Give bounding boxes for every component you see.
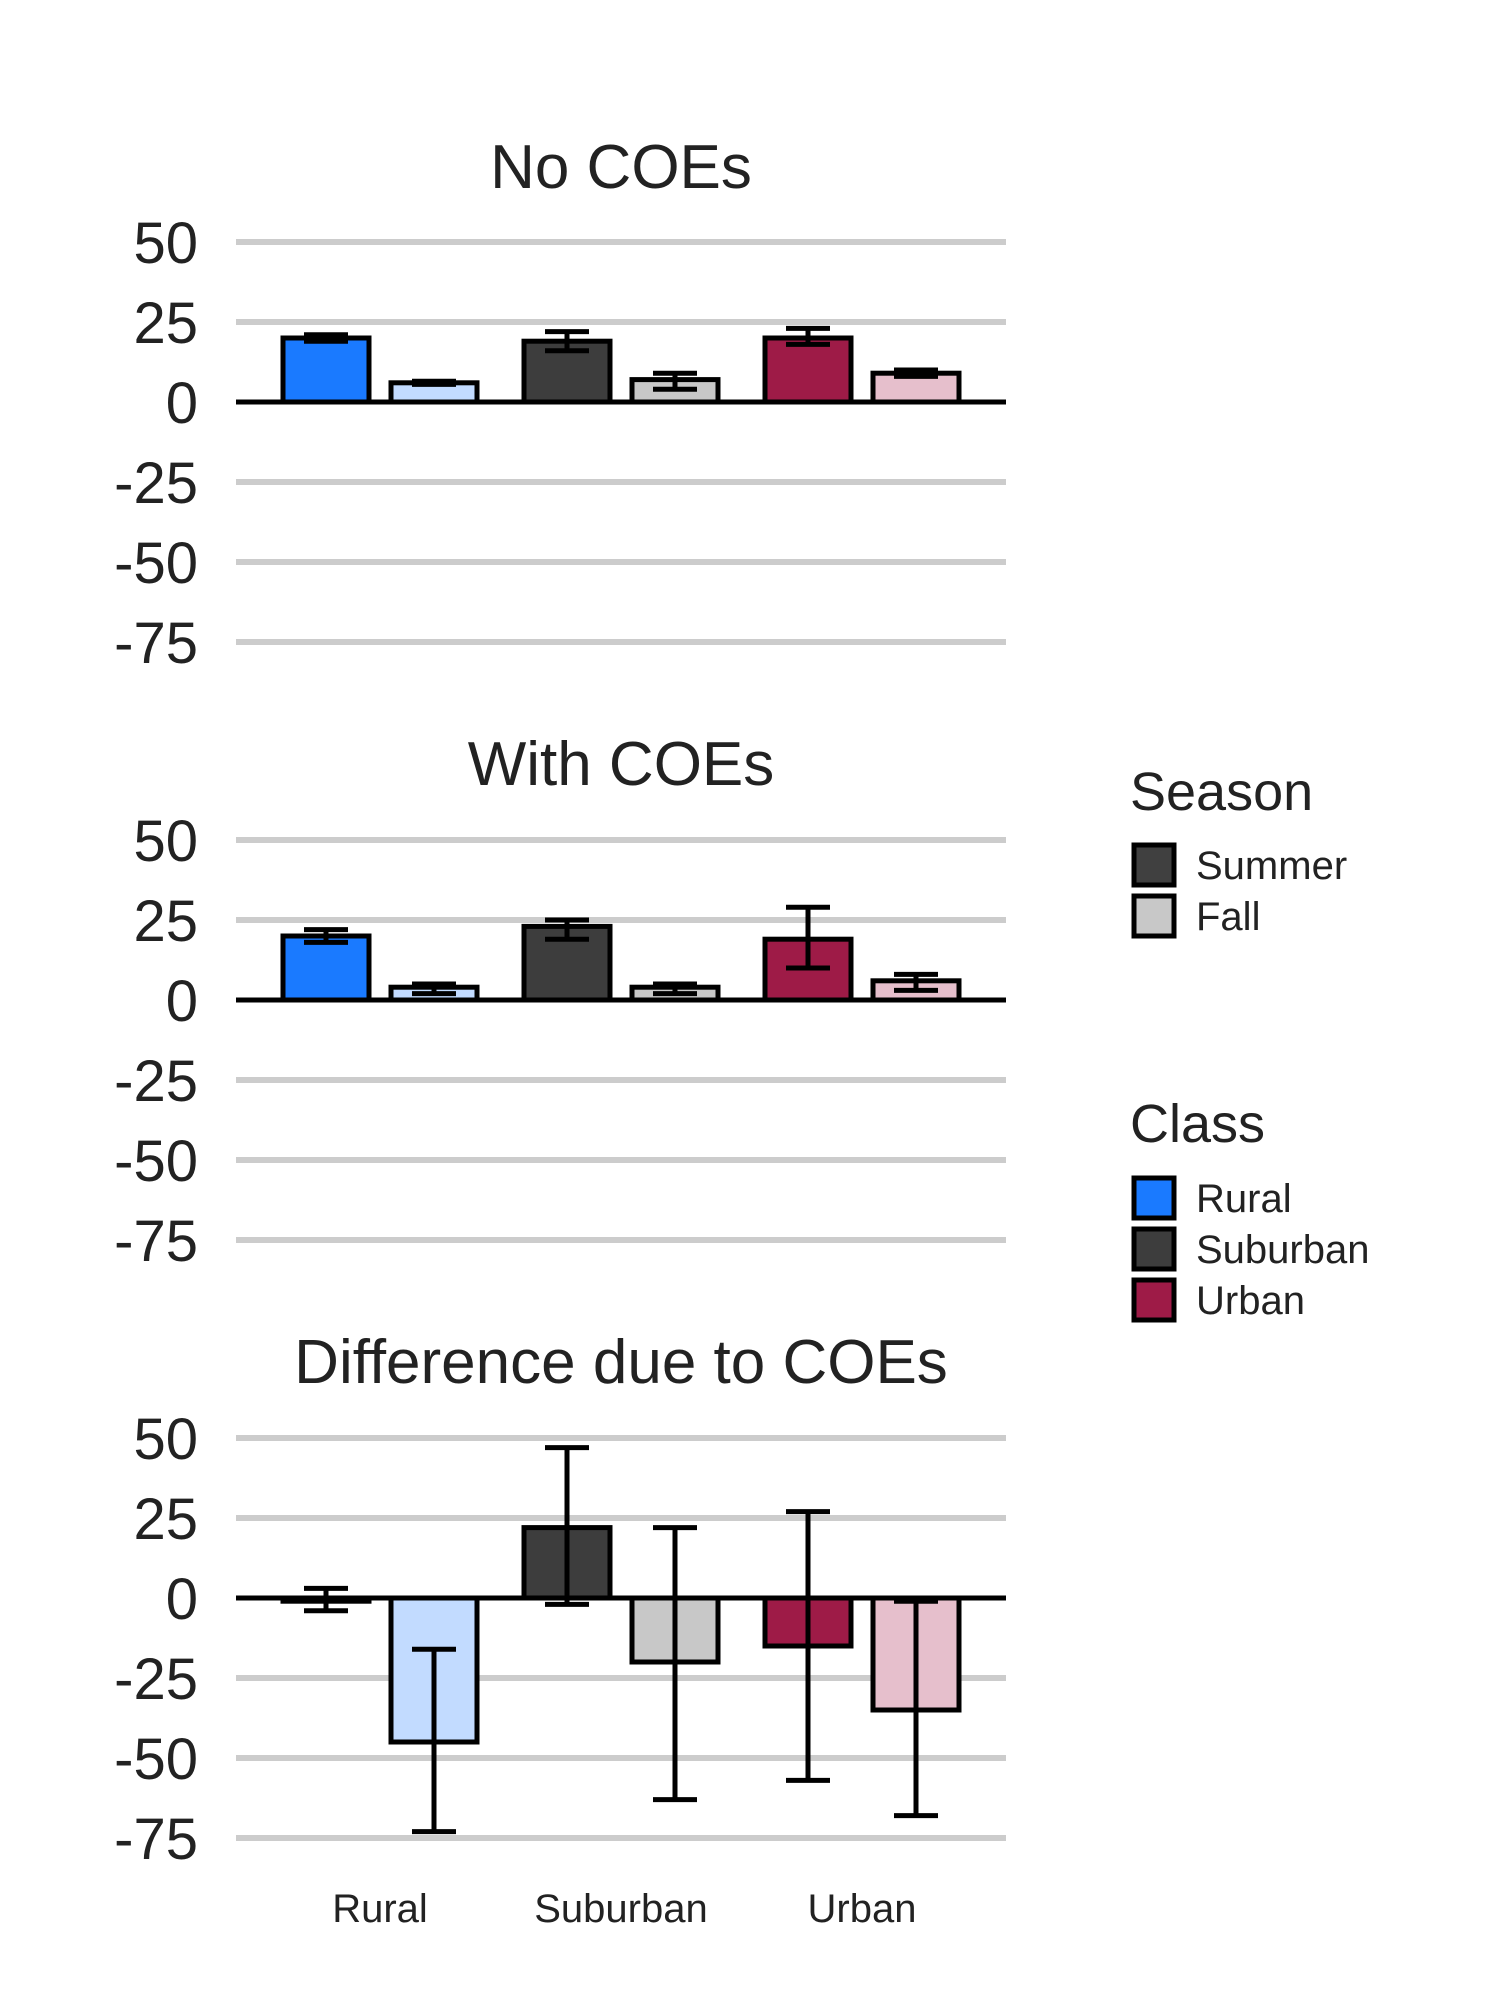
legend-label: Fall [1196, 895, 1260, 939]
panel-title: No COEs [490, 133, 752, 202]
legend-swatch [1131, 1175, 1177, 1221]
error-bar [304, 927, 348, 945]
bar-urban-summer [762, 335, 854, 405]
legend-title: Season [1130, 762, 1313, 822]
panel-2: With COEs 50 25 0 -25 -50 -75 [114, 730, 1006, 1274]
panel-1: No COEs 50 25 0 -25 -50 -75 [114, 133, 1006, 676]
legend-swatch [1131, 893, 1177, 939]
y-tick-label: 50 [133, 809, 198, 874]
legend-swatch [1131, 1277, 1177, 1323]
panel-title: With COEs [468, 730, 775, 799]
y-tick-label: 25 [133, 1487, 198, 1552]
y-tick-label: -75 [114, 1209, 198, 1274]
x-tick-label: Urban [808, 1887, 917, 1931]
y-tick-label: 25 [133, 889, 198, 954]
error-bar [894, 971, 938, 993]
legend-label: Summer [1196, 844, 1347, 888]
bar-rural-summer [280, 335, 372, 405]
error-bar [786, 1509, 830, 1783]
y-tick-label: -50 [114, 1129, 198, 1194]
error-bar [786, 904, 830, 971]
legend-swatch [1131, 842, 1177, 888]
bar-rural-summer [280, 933, 372, 1003]
error-bar [304, 332, 348, 344]
y-tick-label: -50 [114, 531, 198, 596]
y-tick-label: -75 [114, 1807, 198, 1872]
error-bar [412, 378, 456, 387]
panel-title: Difference due to COEs [294, 1328, 948, 1397]
y-tick-label: -25 [114, 1049, 198, 1114]
error-bar [545, 1445, 589, 1607]
y-tick-label: -50 [114, 1727, 198, 1792]
legend-swatch [1131, 1226, 1177, 1272]
error-bar [545, 917, 589, 942]
season-legend: Season Summer Fall [1130, 762, 1347, 939]
error-bar [894, 367, 938, 379]
x-tick-label: Rural [332, 1887, 428, 1931]
y-tick-label: 0 [166, 371, 198, 436]
legend-label: Rural [1196, 1177, 1292, 1221]
error-bar [653, 981, 697, 997]
error-bar [894, 1598, 938, 1819]
error-bar [653, 1525, 697, 1803]
y-tick-label: 50 [133, 211, 198, 276]
y-tick-label: -25 [114, 1647, 198, 1712]
y-tick-label: 25 [133, 291, 198, 356]
y-tick-label: -25 [114, 451, 198, 516]
y-tick-label: -75 [114, 611, 198, 676]
error-bar [786, 325, 830, 347]
y-tick-label: 50 [133, 1407, 198, 1472]
legend-title: Class [1130, 1094, 1265, 1154]
error-bar [412, 1646, 456, 1835]
class-legend: Class Rural Suburban Urban [1130, 1094, 1369, 1323]
error-bar [653, 370, 697, 392]
error-bar [412, 981, 456, 997]
legend-label: Urban [1196, 1279, 1305, 1323]
panel-3: Difference due to COEs 50 25 0 -25 -50 -75 [114, 1328, 1006, 1872]
y-tick-label: 0 [166, 1567, 198, 1632]
legend-label: Suburban [1196, 1228, 1369, 1272]
x-tick-label: Suburban [534, 1887, 707, 1931]
y-tick-label: 0 [166, 969, 198, 1034]
error-bar [545, 329, 589, 354]
